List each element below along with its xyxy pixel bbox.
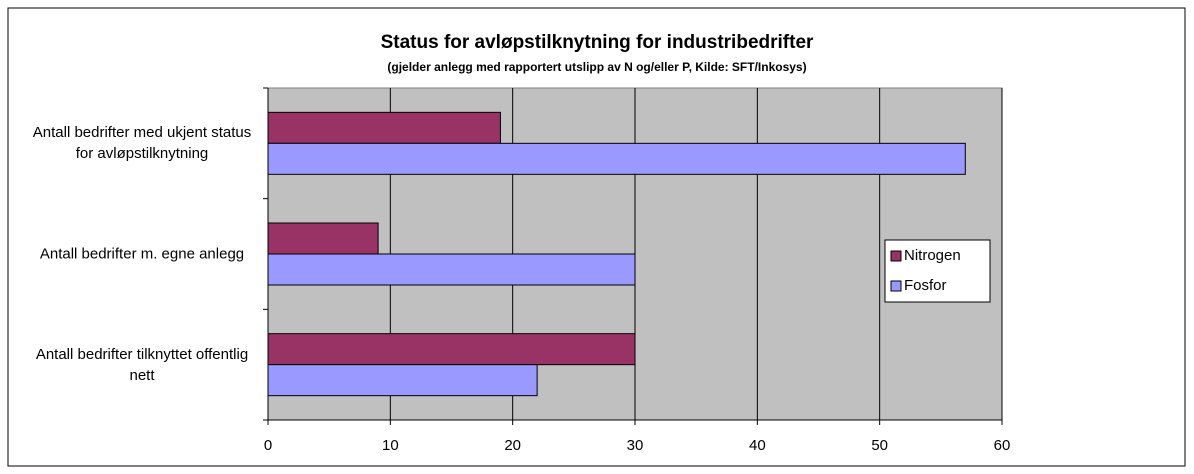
bar	[267, 222, 379, 255]
legend-swatch	[890, 280, 902, 292]
legend-box	[884, 239, 991, 303]
bar	[267, 111, 501, 144]
x-tick-label: 50	[871, 437, 888, 454]
bar	[267, 333, 636, 366]
legend-swatch	[890, 250, 902, 262]
y-tick-label: Antall bedrifter m. egne anlegg	[39, 245, 245, 263]
chart-subtitle: (gjelder anlegg med rapportert utslipp a…	[387, 60, 806, 74]
bar	[267, 142, 966, 175]
x-tick-label: 20	[504, 437, 521, 454]
bar	[267, 364, 538, 397]
chart-title: Status for avløpstilknytning for industr…	[381, 32, 814, 53]
y-tick-label: Antall bedrifter med ukjent status for a…	[32, 124, 252, 163]
y-tick-label: Antall bedrifter tilknyttet offentlig ne…	[35, 345, 249, 384]
x-tick-label: 30	[627, 437, 644, 454]
legend-label: Fosfor	[904, 277, 947, 294]
x-tick-label: 0	[264, 437, 272, 454]
bar	[267, 253, 636, 286]
x-tick-label: 60	[994, 437, 1011, 454]
x-tick-label: 40	[749, 437, 766, 454]
x-tick-label: 10	[382, 437, 399, 454]
legend-label: Nitrogen	[904, 247, 961, 264]
